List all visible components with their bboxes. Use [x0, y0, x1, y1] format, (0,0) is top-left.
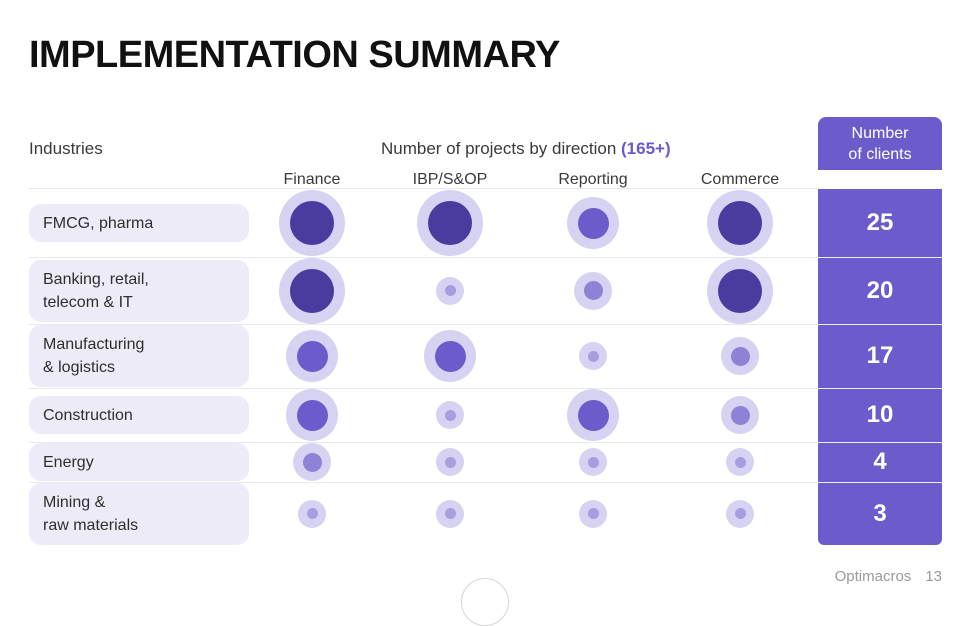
clients-header-line2: of clients [848, 145, 912, 163]
bubble-commerce-row-5 [726, 499, 754, 528]
bubble-core [718, 268, 762, 313]
bubble-finance-row-4 [293, 443, 331, 481]
bubble-core [577, 399, 609, 431]
direction-label-2: Reporting [558, 171, 628, 188]
bubble-core [734, 508, 746, 519]
client-count: 25 [866, 209, 894, 236]
clients-row-divider [818, 257, 942, 258]
client-count: 20 [866, 276, 894, 304]
bubble-reporting-row-4 [579, 448, 607, 476]
bubble-ibp-s-op-row-2 [424, 330, 476, 382]
industry-name: Construction [43, 406, 133, 424]
page-title: IMPLEMENTATION SUMMARY [29, 34, 560, 76]
bubble-core [730, 405, 750, 425]
direction-label-0: Finance [283, 171, 341, 188]
nav-circle [461, 578, 509, 626]
bubble-finance-row-0 [279, 190, 345, 256]
industry-name: Banking, retail, telecom & IT [43, 270, 149, 311]
industry-label: FMCG, pharma [29, 204, 249, 242]
clients-header: Number of clients [818, 117, 942, 170]
bubble-ibp-s-op-row-3 [436, 401, 464, 429]
projects-header: Number of projects by direction (165+) [381, 139, 671, 159]
bubble-core [587, 456, 599, 468]
client-count: 4 [873, 448, 887, 475]
bubble-reporting-row-0 [567, 197, 619, 249]
bubble-core [296, 340, 328, 372]
client-count: 3 [873, 499, 887, 527]
bubble-core [302, 452, 322, 472]
row-divider [29, 388, 942, 389]
bubble-commerce-row-1 [707, 257, 773, 324]
industry-name: FMCG, pharma [43, 214, 154, 232]
direction-label-1: IBP/S&OP [412, 171, 488, 188]
clients-row-divider [818, 388, 942, 389]
header-divider [29, 188, 819, 189]
bubble-core [718, 201, 762, 245]
row-divider [29, 324, 942, 325]
bubble-core [444, 285, 456, 296]
bubble-core [444, 508, 456, 519]
bubble-commerce-row-0 [707, 190, 773, 256]
industry-label: Construction [29, 396, 249, 434]
client-count: 10 [866, 401, 894, 428]
bubble-core [434, 340, 466, 372]
bubble-reporting-row-5 [579, 499, 607, 528]
bubble-ibp-s-op-row-0 [417, 190, 483, 256]
industries-header: Industries [29, 139, 103, 158]
industry-label: Manufacturing & logistics [29, 325, 249, 387]
industry-name: Mining & raw materials [43, 493, 139, 534]
bubble-core [444, 456, 456, 468]
bubble-reporting-row-2 [579, 342, 607, 370]
bubble-core [577, 207, 609, 239]
projects-header-label: Number of projects by direction [381, 139, 617, 158]
bubble-commerce-row-4 [726, 448, 754, 476]
bubble-commerce-row-2 [721, 337, 759, 375]
client-count: 17 [866, 342, 894, 369]
bubble-commerce-row-3 [721, 396, 759, 434]
industry-label: Mining & raw materials [29, 482, 249, 545]
bubble-core [587, 350, 599, 362]
row-divider [29, 257, 942, 258]
clients-row-divider [818, 324, 942, 325]
bubble-core [290, 201, 334, 245]
bubble-ibp-s-op-row-5 [436, 499, 464, 528]
clients-header-line1: Number [851, 124, 909, 142]
footer-brand: Optimacros [834, 568, 912, 585]
bubble-core [296, 399, 328, 431]
bubble-finance-row-5 [298, 499, 326, 528]
row-divider [29, 442, 942, 443]
bubble-finance-row-2 [286, 330, 338, 382]
clients-column [818, 189, 942, 545]
bubble-core [734, 456, 746, 468]
bubble-core [587, 508, 599, 519]
bubble-core [444, 409, 456, 421]
bubble-core [428, 201, 472, 245]
clients-row-divider [818, 482, 942, 483]
bubble-finance-row-1 [279, 257, 345, 324]
page-number: 13 [925, 568, 942, 585]
row-divider [29, 482, 942, 483]
direction-label-3: Commerce [700, 171, 780, 188]
bubble-reporting-row-1 [574, 271, 612, 310]
bubble-finance-row-3 [286, 389, 338, 441]
industry-label: Energy [29, 443, 249, 481]
projects-total: (165+) [621, 139, 671, 158]
industry-name: Manufacturing & logistics [43, 336, 145, 376]
bubble-reporting-row-3 [567, 389, 619, 441]
bubble-core [730, 346, 750, 366]
bubble-ibp-s-op-row-1 [436, 276, 464, 305]
bubble-core [306, 508, 318, 519]
bubble-ibp-s-op-row-4 [436, 448, 464, 476]
bubble-core [583, 281, 603, 300]
clients-row-divider [818, 442, 942, 443]
bubble-core [290, 268, 334, 313]
footer: Optimacros 13 [835, 568, 942, 585]
industry-label: Banking, retail, telecom & IT [29, 259, 249, 322]
industry-name: Energy [43, 453, 94, 471]
